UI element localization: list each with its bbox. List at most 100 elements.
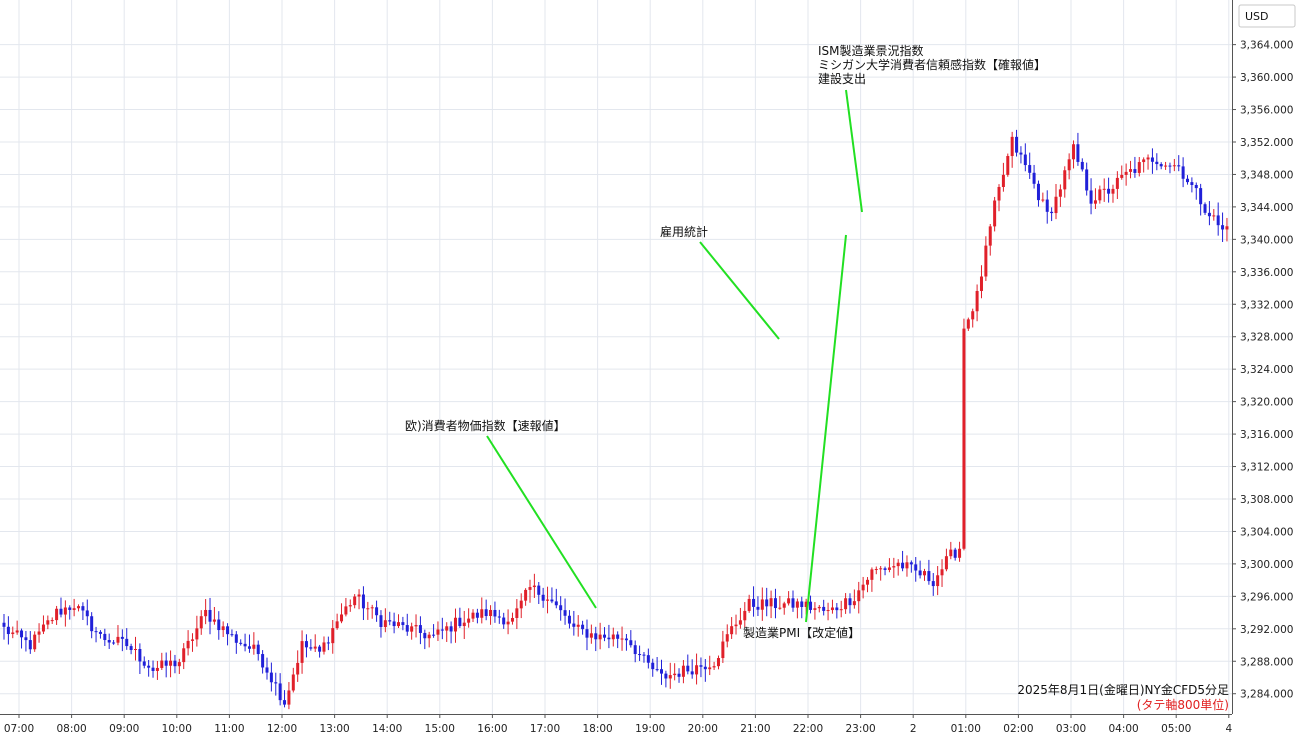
candle — [1142, 157, 1146, 173]
currency-badge[interactable]: USD — [1238, 4, 1296, 28]
candle-body — [537, 585, 541, 595]
candle — [313, 634, 317, 653]
candle — [975, 284, 979, 322]
candle — [1181, 157, 1185, 188]
candle — [940, 559, 944, 587]
y-tick-label: 3,324.000 — [1240, 364, 1293, 376]
candle — [725, 624, 729, 648]
candle — [677, 668, 681, 683]
candle — [1063, 166, 1067, 198]
y-tick-label: 3,316.000 — [1240, 429, 1293, 441]
candle — [112, 639, 116, 645]
candle-body — [664, 673, 668, 679]
candle — [782, 601, 786, 615]
candle-body — [11, 632, 15, 635]
candle-body — [427, 634, 431, 639]
candle-body — [760, 599, 764, 610]
candle — [743, 602, 747, 628]
candle-body — [318, 646, 322, 652]
candle-body — [1133, 169, 1137, 173]
candle — [177, 658, 181, 674]
candle-body — [594, 633, 598, 640]
candle — [309, 639, 313, 651]
candle-body — [392, 621, 396, 627]
candle-body — [892, 566, 896, 568]
y-tick-label: 3,352.000 — [1240, 137, 1293, 149]
x-tick-label: 01:00 — [951, 723, 981, 735]
y-tick-label: 3,320.000 — [1240, 397, 1293, 409]
candle — [1164, 161, 1168, 170]
candle-body — [1093, 200, 1097, 204]
candle — [414, 614, 418, 638]
candle-body — [1150, 157, 1154, 162]
candle-body — [966, 319, 970, 329]
candle — [1155, 153, 1159, 171]
candle — [283, 690, 287, 708]
annotation-employment: 雇用統計 — [660, 224, 780, 340]
candle — [1111, 184, 1115, 203]
candle-body — [226, 626, 230, 635]
candle — [971, 308, 975, 328]
candle — [85, 599, 89, 626]
candle — [2, 613, 6, 640]
candle — [383, 608, 387, 633]
candle — [1168, 162, 1172, 174]
candle — [300, 630, 304, 674]
candle-body — [489, 609, 493, 617]
candle — [20, 628, 24, 649]
candle-body — [681, 665, 685, 677]
candle-body — [423, 632, 427, 639]
candle — [1124, 163, 1128, 186]
candle — [1028, 152, 1032, 179]
candle — [936, 566, 940, 596]
candle-body — [212, 619, 216, 622]
candle-body — [826, 610, 830, 612]
x-tick-label: 13:00 — [319, 723, 349, 735]
candle — [480, 597, 484, 624]
candle-body — [958, 548, 962, 558]
candle-body — [835, 607, 839, 611]
candle-body — [1142, 159, 1146, 163]
candle — [747, 594, 751, 613]
candle-body — [357, 594, 361, 597]
candle-body — [41, 624, 45, 632]
candle — [151, 660, 155, 678]
candle-body — [6, 626, 10, 635]
candle — [817, 605, 821, 613]
candle-body — [633, 645, 637, 655]
candle-body — [1080, 161, 1084, 170]
candle-body — [256, 644, 260, 655]
candle — [752, 586, 756, 617]
candle-body — [1041, 199, 1045, 201]
y-tick-label: 3,328.000 — [1240, 332, 1293, 344]
candle-body — [169, 660, 173, 666]
candle — [59, 597, 63, 618]
candle-body — [528, 587, 532, 590]
candle — [506, 609, 510, 635]
candle-body — [55, 608, 59, 621]
candle — [1058, 184, 1062, 207]
candle-body — [502, 617, 506, 625]
candle — [81, 602, 85, 621]
candle-body — [283, 700, 287, 705]
candle-body — [703, 666, 707, 670]
candle — [208, 597, 212, 635]
candle-body — [397, 622, 400, 627]
candle — [1019, 146, 1023, 164]
candle — [94, 626, 98, 643]
candle-body — [199, 616, 203, 629]
candle-body — [1221, 225, 1225, 230]
candle — [28, 631, 32, 654]
candle-body — [1089, 190, 1093, 204]
y-tick-label: 3,336.000 — [1240, 267, 1293, 279]
candle-body — [532, 585, 536, 588]
annotation-leader-line — [845, 89, 863, 213]
candle-body — [230, 634, 234, 636]
candle-body — [1010, 136, 1014, 157]
candle-body — [1111, 188, 1115, 194]
candle — [1221, 212, 1225, 242]
candle — [432, 624, 436, 638]
candle-body — [107, 640, 111, 643]
candle-body — [265, 667, 269, 673]
x-tick-label: 12:00 — [267, 723, 297, 735]
